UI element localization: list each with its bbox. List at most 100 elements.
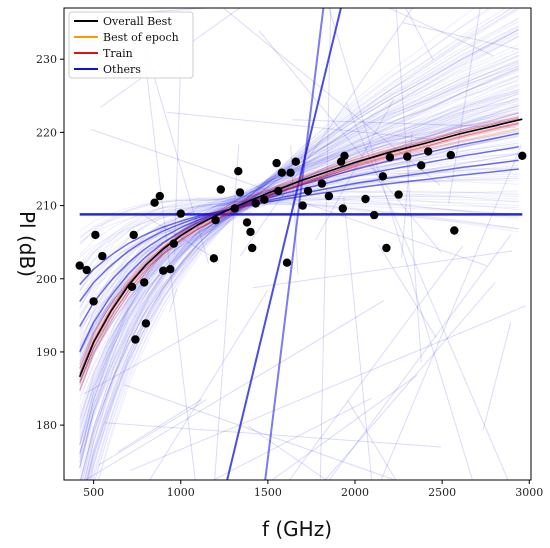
y-axis: 180 190 200 210 220 230 — [36, 53, 64, 432]
data-point — [291, 157, 300, 166]
data-point — [260, 195, 269, 204]
legend-box — [68, 11, 194, 79]
data-point — [216, 185, 225, 194]
data-point — [277, 168, 286, 177]
data-point — [338, 204, 347, 213]
x-axis: 500 1000 1500 2000 2500 3000 — [83, 480, 543, 499]
others-fit-line — [123, 384, 397, 480]
others-fit-line — [130, 305, 527, 471]
measured-points-layer — [75, 147, 527, 344]
others-fit-curve — [79, 67, 519, 416]
plot-area — [64, 8, 531, 480]
others-fit-curve — [79, 153, 519, 296]
others-fit-curve — [79, 103, 519, 347]
others-fit-curve — [79, 191, 519, 292]
data-point — [382, 243, 391, 253]
data-point — [242, 218, 252, 227]
data-point — [75, 261, 84, 270]
others-fit-curve — [91, 8, 507, 480]
plot-frame — [63, 7, 532, 481]
x-tick-label: 2500 — [428, 486, 456, 499]
data-point — [317, 179, 327, 188]
others-fit-line — [140, 213, 220, 262]
data-point — [361, 194, 370, 204]
others-fit-line — [84, 300, 385, 480]
others-fit-line — [290, 145, 299, 275]
data-point — [446, 150, 455, 160]
others-fit-line — [100, 8, 241, 108]
others-fit-curve — [86, 18, 520, 480]
data-point — [234, 167, 243, 176]
others-fit-line — [395, 8, 422, 363]
others-fit-curve — [79, 76, 519, 440]
data-point — [378, 172, 388, 181]
data-point — [89, 297, 98, 306]
others-fit-curve — [79, 83, 519, 413]
others-fit-curve — [79, 63, 519, 462]
others-fit-curve — [79, 194, 519, 292]
others-fit-curve — [79, 168, 519, 286]
others-fit-line — [380, 144, 522, 480]
train-fit-curve — [79, 117, 519, 369]
others-fit-curve — [87, 31, 520, 480]
data-point — [155, 191, 164, 201]
others-fit-line — [328, 234, 512, 480]
others-fit-curve — [79, 62, 520, 427]
legend-label-best-of-epoch: Best of epoch — [103, 31, 179, 44]
others-fit-curve — [79, 98, 519, 455]
others-fit-curve — [79, 177, 519, 317]
others-fit-line — [149, 289, 269, 480]
others-fit-curve — [79, 75, 519, 470]
y-tick-label: 210 — [36, 200, 57, 213]
others-fit-curve — [79, 123, 519, 447]
others-fit-curve — [97, 8, 493, 480]
x-tick-label: 3000 — [515, 486, 543, 499]
others-fit-line — [222, 8, 441, 186]
data-point — [370, 210, 379, 220]
others-fit-curve — [79, 135, 519, 333]
others-fit-line — [166, 111, 448, 142]
others-fit-line — [401, 132, 413, 258]
y-tick-label: 200 — [36, 273, 57, 286]
others-fit-curve — [87, 8, 519, 480]
legend: Overall Best Best of epoch Train Others — [68, 11, 194, 79]
others-fit-curve — [79, 112, 519, 438]
data-point — [403, 152, 412, 161]
others-fit-line — [288, 245, 464, 480]
others-fit-line — [104, 422, 441, 448]
others-fit-curve — [79, 70, 519, 455]
others-fit-curve — [79, 109, 519, 459]
others-fit-curve — [79, 28, 520, 455]
data-point — [82, 265, 91, 275]
others-fit-line — [347, 400, 397, 480]
others-fit-line — [117, 399, 203, 453]
others-steep-fit-line — [264, 8, 325, 480]
others-fit-curve — [79, 132, 519, 353]
train-fit-curve — [79, 122, 519, 384]
data-point — [91, 230, 100, 240]
others-fit-curve — [79, 91, 519, 431]
others-fit-line — [212, 397, 372, 480]
others-fit-curve — [79, 174, 519, 346]
others-fit-curve — [79, 102, 519, 446]
data-point — [246, 227, 255, 237]
others-fit-curve — [79, 59, 520, 453]
data-point — [98, 251, 107, 261]
others-fit-curve — [79, 35, 520, 445]
others-fit-curve — [79, 114, 519, 421]
data-point — [129, 230, 138, 240]
others-fit-curve — [79, 118, 519, 458]
others-fit-curve — [79, 55, 520, 463]
data-point — [150, 198, 159, 207]
others-fit-line — [343, 196, 373, 480]
data-point — [282, 258, 292, 267]
others-fit-line — [90, 128, 487, 267]
train-fit-curve — [79, 118, 519, 374]
others-fit-curve — [79, 132, 519, 318]
others-fit-line — [83, 319, 219, 395]
others-fit-curve — [90, 29, 520, 480]
y-tick-label: 190 — [36, 346, 57, 359]
others-fit-line — [378, 244, 437, 338]
others-fit-line — [448, 8, 481, 204]
others-fit-curve — [79, 111, 519, 456]
